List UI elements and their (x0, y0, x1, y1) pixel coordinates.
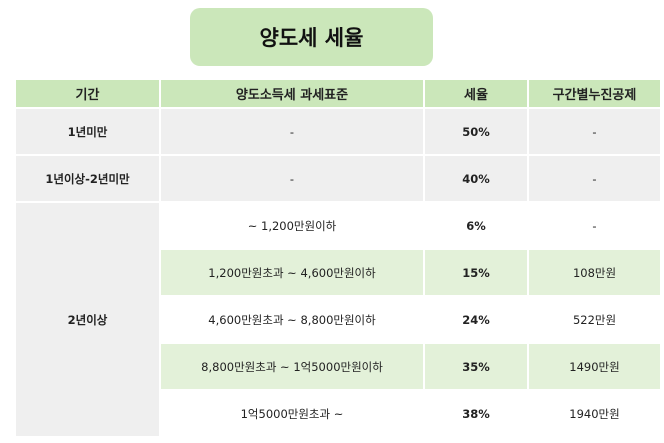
tax-base-cell: 4,600만원초과 ~ 8,800만원이하 (161, 297, 423, 342)
deduction-cell: 522만원 (529, 297, 660, 342)
deduction-cell: - (529, 156, 660, 201)
deduction-cell: 1940만원 (529, 391, 660, 436)
period-cell: 1년미만 (16, 109, 159, 154)
table-row: 8,800만원초과 ~ 1억5000만원이하 35% 1490만원 (16, 344, 660, 389)
header-tax-base: 양도소득세 과세표준 (161, 80, 423, 107)
table-header-row: 기간 양도소득세 과세표준 세율 구간별누진공제 (16, 80, 660, 107)
period-cell: 1년이상-2년미만 (16, 156, 159, 201)
table-row: 1억5000만원초과 ~ 38% 1940만원 (16, 391, 660, 436)
header-rate: 세율 (425, 80, 527, 107)
table-row: 2년이상 ~ 1,200만원이하 6% - (16, 203, 660, 436)
table-row: 4,600만원초과 ~ 8,800만원이하 24% 522만원 (16, 297, 660, 342)
rate-cell: 24% (425, 297, 527, 342)
deduction-cell: 1490만원 (529, 344, 660, 389)
header-period: 기간 (16, 80, 159, 107)
table-row: 1년이상-2년미만 - 40% - (16, 156, 660, 201)
deduction-cell: - (529, 109, 660, 154)
rate-cell: 15% (425, 250, 527, 295)
rate-cell: 50% (425, 109, 527, 154)
deduction-cell: - (529, 203, 660, 248)
tax-base-cell: ~ 1,200만원이하 (161, 203, 423, 248)
tax-base-cell: - (161, 156, 423, 201)
tax-base-cell: - (161, 109, 423, 154)
table-row: 1년미만 - 50% - (16, 109, 660, 154)
rate-cell: 6% (425, 203, 527, 248)
rate-cell: 40% (425, 156, 527, 201)
table-row: 1,200만원초과 ~ 4,600만원이하 15% 108만원 (16, 250, 660, 295)
tax-base-cell: 1억5000만원초과 ~ (161, 391, 423, 436)
page-title: 양도세 세율 (190, 8, 433, 66)
tax-base-cell: 8,800만원초과 ~ 1억5000만원이하 (161, 344, 423, 389)
rate-cell: 38% (425, 391, 527, 436)
period-cell-group: 2년이상 (16, 203, 159, 436)
deduction-cell: 108만원 (529, 250, 660, 295)
header-deduction: 구간별누진공제 (529, 80, 660, 107)
rate-cell: 35% (425, 344, 527, 389)
tax-base-cell: 1,200만원초과 ~ 4,600만원이하 (161, 250, 423, 295)
tax-rate-table: 기간 양도소득세 과세표준 세율 구간별누진공제 1년미만 - 50% - 1년… (14, 78, 662, 438)
